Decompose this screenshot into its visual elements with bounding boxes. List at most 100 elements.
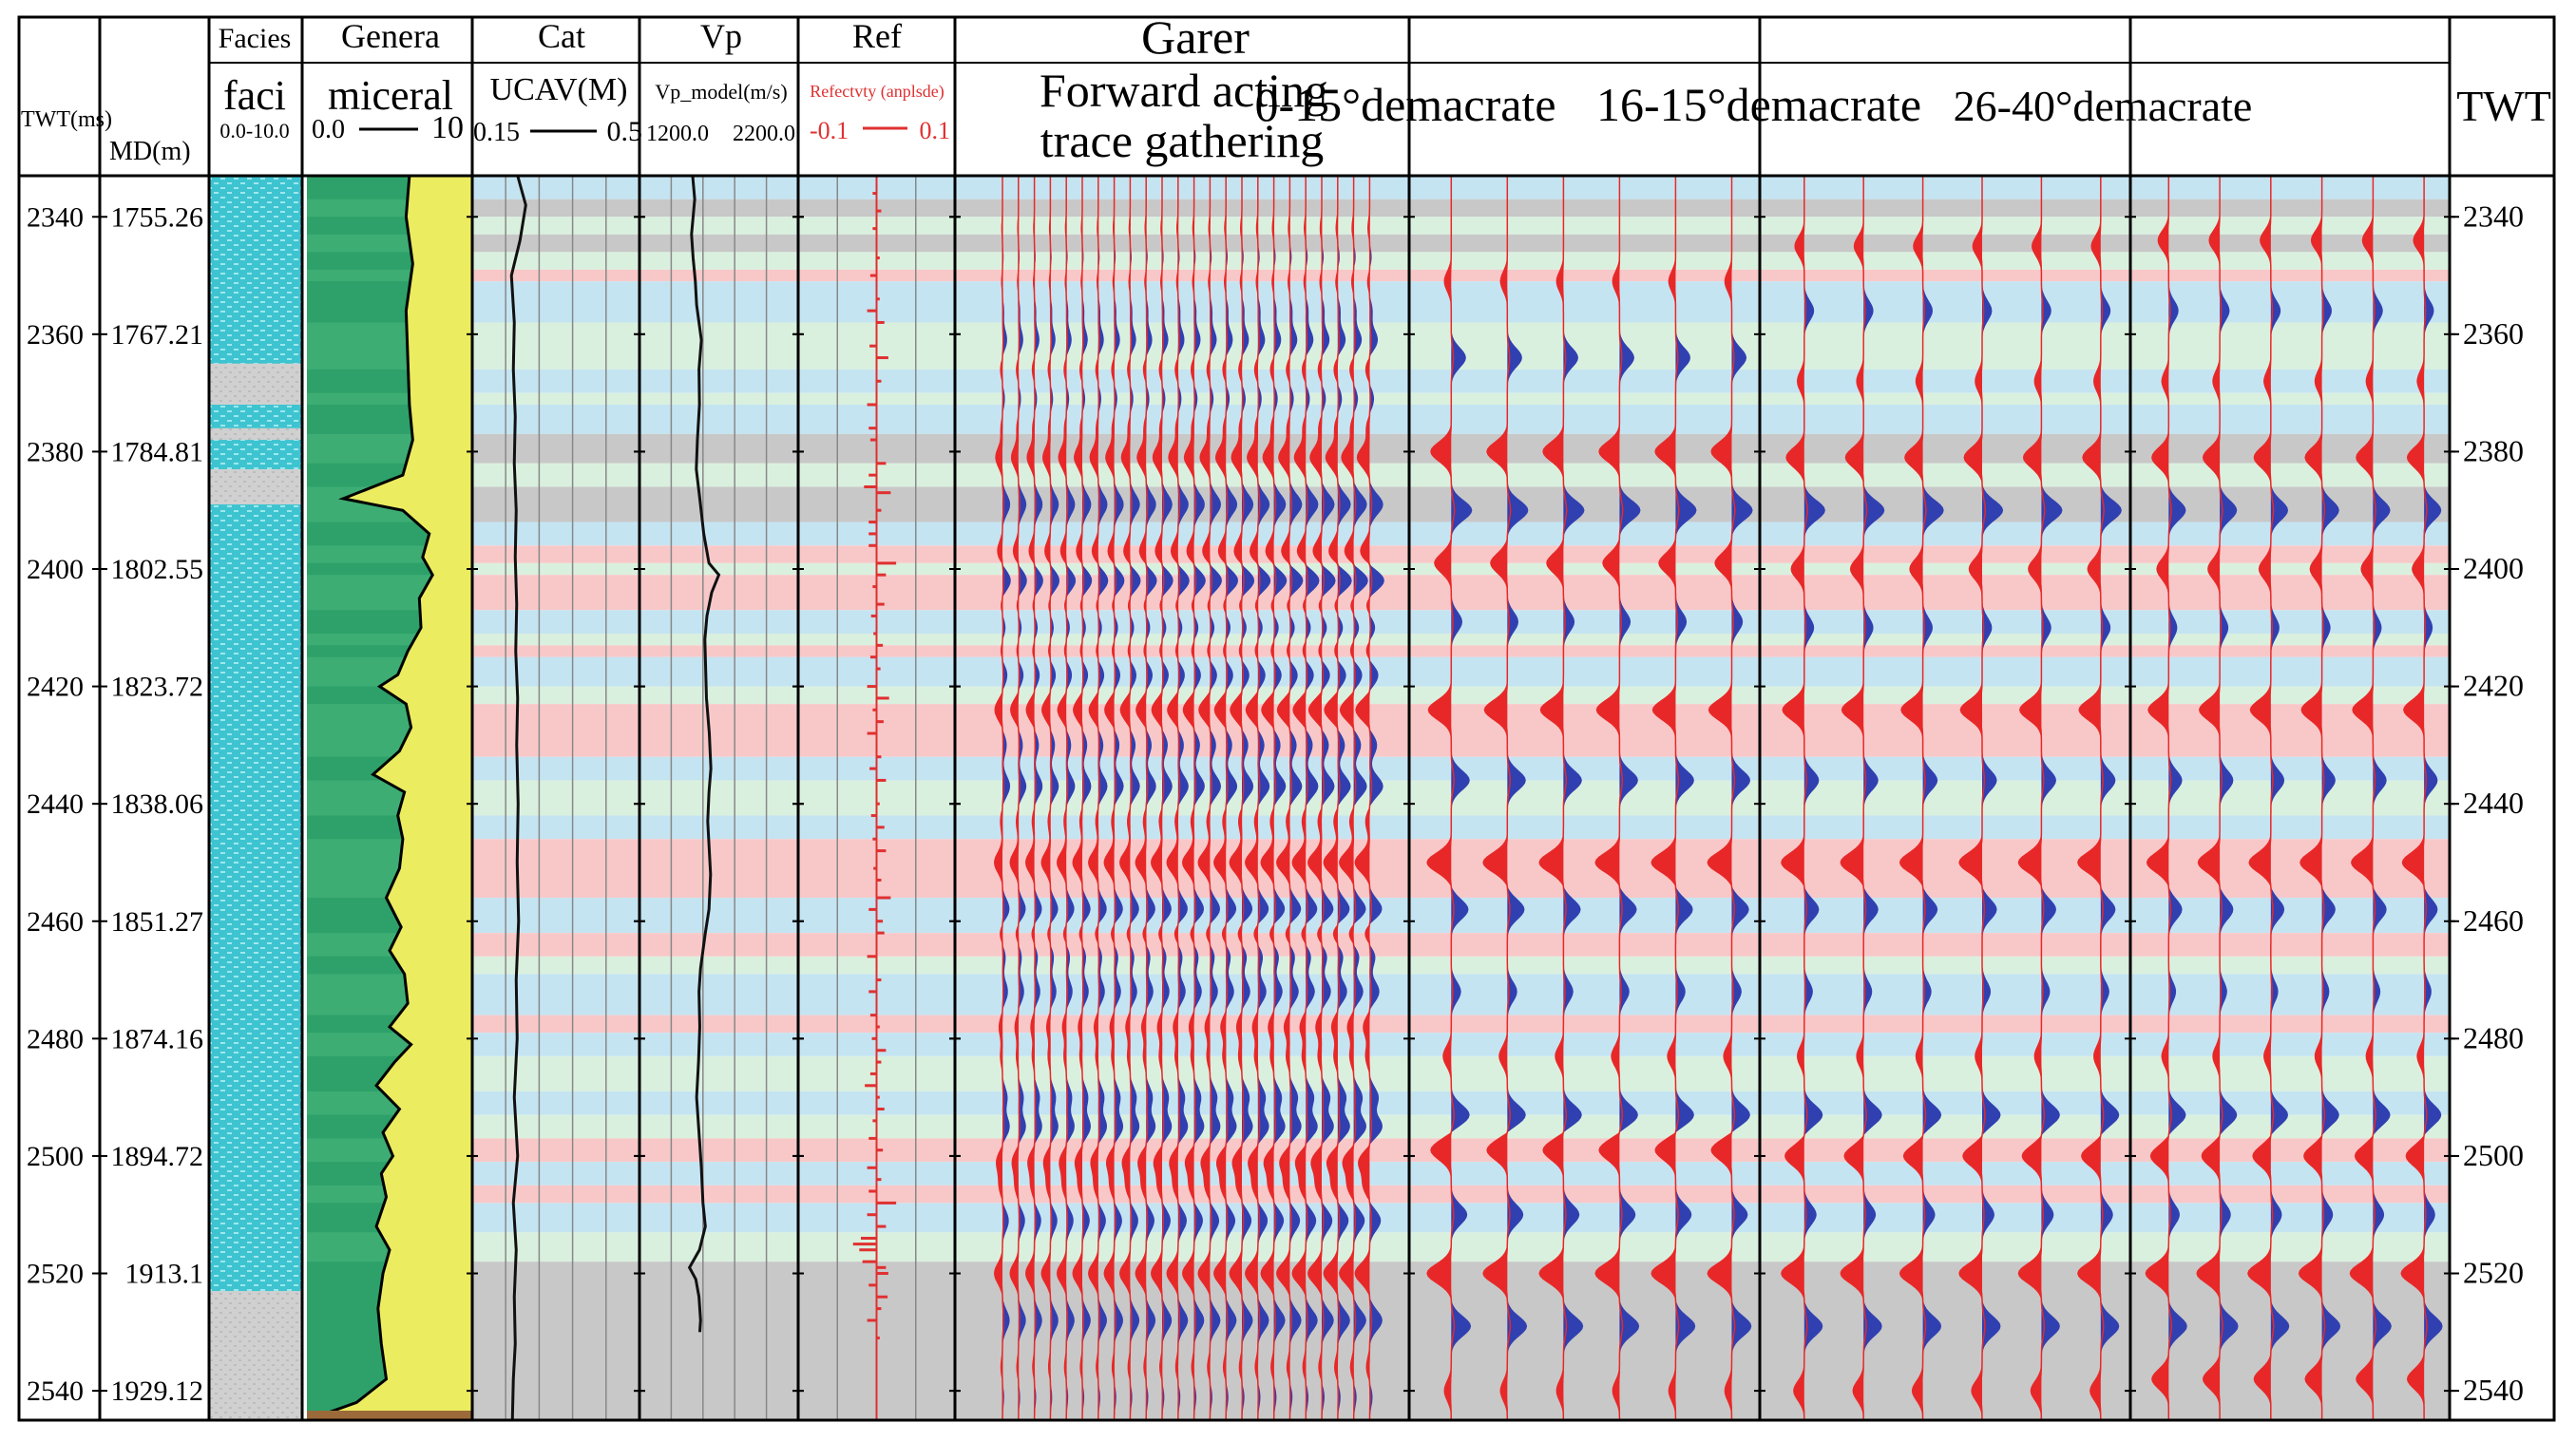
lithology-band xyxy=(472,575,2450,611)
twt-right-tick-label: 2500 xyxy=(2463,1138,2524,1172)
lithology-band xyxy=(472,645,2450,657)
trace-line xyxy=(1079,176,1085,1420)
trace-line xyxy=(1112,176,1116,1420)
md-tick-label: 1823.72 xyxy=(111,672,204,703)
genera-head: Genera xyxy=(341,17,440,55)
twt-right-tick-label: 2440 xyxy=(2463,786,2524,820)
trace-trough xyxy=(1034,176,1043,1420)
genera-track xyxy=(306,175,472,1422)
lithology-band xyxy=(472,369,2450,393)
trace-trough xyxy=(1273,176,1288,1420)
trace-peak xyxy=(1025,176,1035,1420)
lithology-band xyxy=(472,545,2450,563)
twt-header-label: TWT(ms) xyxy=(21,107,112,132)
vp-track xyxy=(687,175,721,1333)
facies-curve-name: faci xyxy=(223,72,286,119)
trace-line xyxy=(1287,176,1293,1421)
trace-peak xyxy=(1291,176,1307,1420)
lithology-band xyxy=(472,1055,2450,1091)
trace-trough xyxy=(2373,176,2392,1420)
trace-peak xyxy=(1009,176,1019,1420)
garer-line1: Forward acting xyxy=(1040,64,1328,117)
ref-max: 0.1 xyxy=(920,117,951,144)
cat-max: 0.5 xyxy=(607,116,643,147)
vp-curve xyxy=(687,175,721,1333)
trace-peak xyxy=(1103,176,1115,1420)
twt-tick-label: 2500 xyxy=(27,1141,84,1172)
trace-line xyxy=(2419,175,2428,1420)
lithology-band xyxy=(472,956,2450,975)
trace-line xyxy=(1270,176,1277,1421)
depth-labels: 2340 1755.26 2340 2360 1767.21 2360 2380 1784.8… xyxy=(27,199,2524,1407)
trace-trough xyxy=(1982,176,2004,1420)
trace-line xyxy=(1859,176,1868,1421)
twt-tick-label: 2540 xyxy=(27,1376,84,1407)
genera-curve xyxy=(306,175,434,1422)
twt-tick-label: 2380 xyxy=(27,436,84,467)
trace-trough xyxy=(1322,176,1336,1420)
trace-peak xyxy=(1307,176,1322,1420)
twt-tick-label: 2480 xyxy=(27,1023,84,1054)
trace-trough xyxy=(1210,176,1222,1420)
trace-peak xyxy=(1151,176,1162,1420)
angle-gather-tracks xyxy=(1426,175,2443,1421)
trace-trough xyxy=(1731,176,1753,1420)
gather1-label: 0-15°demacrate xyxy=(1254,78,1555,131)
genera-curve-name: miceral xyxy=(328,72,453,119)
md-tick-label: 1784.81 xyxy=(111,436,204,467)
twt-tick-label: 2520 xyxy=(27,1259,84,1290)
lithology-band xyxy=(472,234,2450,253)
ref-head: Ref xyxy=(852,17,902,55)
facies-fill xyxy=(209,176,302,1420)
twt-right-tick-label: 2380 xyxy=(2463,433,2524,467)
trace-line xyxy=(1223,176,1229,1420)
gather2-label: 16-15°demacrate xyxy=(1596,78,1921,131)
twt-tick-label: 2460 xyxy=(27,906,84,938)
trace-trough xyxy=(2168,176,2187,1420)
trace-line xyxy=(1800,176,1808,1421)
genera-yellow-fill xyxy=(307,176,472,1420)
lithology-band xyxy=(472,433,2450,464)
lithology-band xyxy=(472,562,2450,576)
lithology-band xyxy=(472,1033,2450,1056)
gather3-label: 26-40°demacrate xyxy=(1954,82,2253,130)
trace-line xyxy=(1303,176,1309,1421)
lithology-band xyxy=(472,199,2450,218)
vp-max: 2200.0 xyxy=(733,122,795,146)
trace-line xyxy=(2318,176,2326,1420)
trace-trough xyxy=(1018,176,1027,1420)
md-tick-label: 1929.12 xyxy=(111,1376,204,1407)
trace-peak xyxy=(1276,176,1290,1420)
trace-line xyxy=(1350,176,1357,1421)
facies-head: Facies xyxy=(219,23,292,54)
lithology-band xyxy=(472,633,2450,646)
trace-trough xyxy=(2321,176,2341,1420)
lithology-band xyxy=(472,1162,2450,1186)
cat-track xyxy=(509,175,527,1421)
trace-line xyxy=(1159,176,1165,1420)
trace-trough xyxy=(1353,176,1368,1420)
trace-trough xyxy=(1226,176,1238,1420)
trace-line xyxy=(1254,176,1261,1420)
cat-curve-name: UCAV(M) xyxy=(490,72,628,107)
synthetic-gather-track xyxy=(994,176,1384,1421)
trace-trough xyxy=(1675,176,1697,1420)
lithology-band xyxy=(472,463,2450,487)
trace-trough xyxy=(2270,176,2290,1420)
trace-trough xyxy=(2220,176,2239,1420)
trace-line xyxy=(2096,176,2105,1421)
trace-line xyxy=(1127,176,1133,1420)
twt-tick-label: 2360 xyxy=(27,319,84,351)
vp-min: 1200.0 xyxy=(646,122,709,146)
lithology-band xyxy=(472,686,2450,705)
header: TWT(ms) MD(m) Facies faci 0.0-10.0 Gener… xyxy=(21,10,2551,167)
trace-trough xyxy=(1289,176,1304,1420)
trace-line xyxy=(1175,176,1181,1420)
trace-trough xyxy=(2041,176,2063,1420)
trace-line xyxy=(1048,176,1053,1420)
trace-trough xyxy=(1146,176,1157,1420)
trace-line xyxy=(1977,176,1987,1421)
twt-tick-label: 2440 xyxy=(27,788,84,820)
ref-min: -0.1 xyxy=(810,117,849,144)
trace-trough xyxy=(1451,176,1473,1420)
